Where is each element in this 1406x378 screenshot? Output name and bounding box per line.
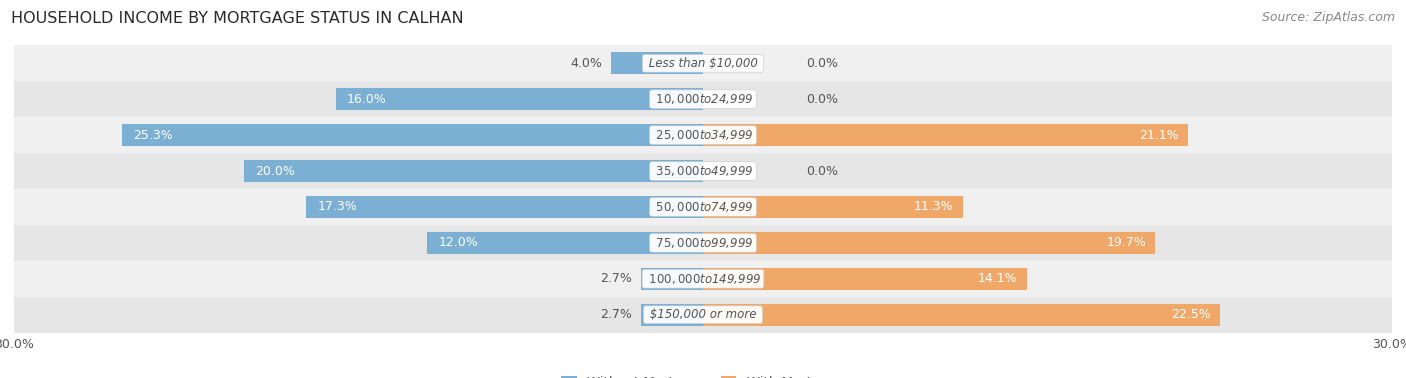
Bar [641,304,703,326]
Text: 16.0%: 16.0% [347,93,387,106]
Text: 20.0%: 20.0% [256,164,295,178]
Text: $50,000 to $74,999: $50,000 to $74,999 [652,200,754,214]
Bar [703,268,1026,290]
Bar [612,52,703,74]
Bar [336,88,703,110]
Bar [703,124,1188,146]
Bar [14,189,1392,225]
Text: 17.3%: 17.3% [318,200,357,214]
Legend: Without Mortgage, With Mortgage: Without Mortgage, With Mortgage [561,376,845,378]
Text: 11.3%: 11.3% [914,200,953,214]
Bar [14,225,1392,261]
Bar [243,160,703,182]
Bar [641,268,703,290]
Text: $100,000 to $149,999: $100,000 to $149,999 [644,272,762,286]
Text: 2.7%: 2.7% [600,308,631,321]
Bar [703,304,1219,326]
Text: 4.0%: 4.0% [569,57,602,70]
Bar [14,153,1392,189]
Text: 12.0%: 12.0% [439,236,478,249]
Bar [14,261,1392,297]
Bar [14,81,1392,117]
Bar [14,45,1392,81]
Bar [14,297,1392,333]
Text: 22.5%: 22.5% [1171,308,1211,321]
Text: HOUSEHOLD INCOME BY MORTGAGE STATUS IN CALHAN: HOUSEHOLD INCOME BY MORTGAGE STATUS IN C… [11,11,464,26]
Text: Source: ZipAtlas.com: Source: ZipAtlas.com [1261,11,1395,24]
Text: 0.0%: 0.0% [807,93,838,106]
Text: 25.3%: 25.3% [134,129,173,142]
Bar [427,232,703,254]
Text: $10,000 to $24,999: $10,000 to $24,999 [652,92,754,106]
Text: 14.1%: 14.1% [979,272,1018,285]
Text: 21.1%: 21.1% [1139,129,1178,142]
Text: 0.0%: 0.0% [807,57,838,70]
Text: $75,000 to $99,999: $75,000 to $99,999 [652,236,754,250]
Text: $25,000 to $34,999: $25,000 to $34,999 [652,128,754,142]
Text: $150,000 or more: $150,000 or more [645,308,761,321]
Bar [305,196,703,218]
Text: 2.7%: 2.7% [600,272,631,285]
Bar [122,124,703,146]
Bar [703,196,963,218]
Bar [14,117,1392,153]
Text: $35,000 to $49,999: $35,000 to $49,999 [652,164,754,178]
Text: Less than $10,000: Less than $10,000 [645,57,761,70]
Bar [703,232,1156,254]
Text: 0.0%: 0.0% [807,164,838,178]
Text: 19.7%: 19.7% [1107,236,1146,249]
